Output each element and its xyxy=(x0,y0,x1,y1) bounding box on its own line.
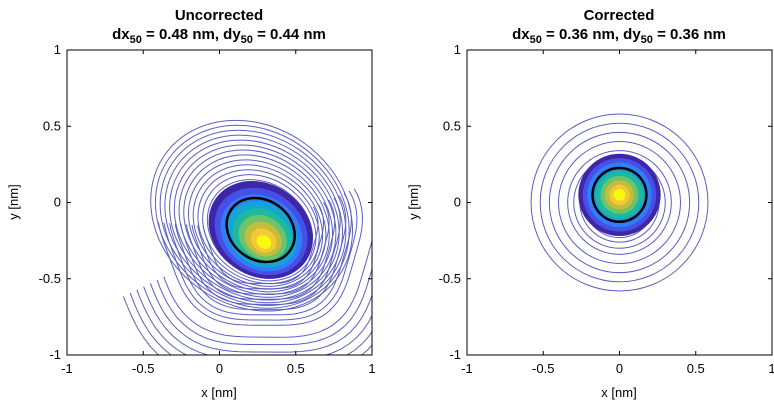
contour-plot-area xyxy=(530,113,709,292)
intensity-core xyxy=(613,189,626,201)
intensity-core xyxy=(256,235,272,249)
y-axis-label: y [nm] xyxy=(6,184,21,219)
y-tick-label: 1 xyxy=(54,42,61,57)
halo-contour xyxy=(173,144,337,298)
x-tick-label: 0 xyxy=(616,361,623,376)
half-max-contour xyxy=(225,196,296,264)
halo-contour xyxy=(197,169,320,285)
halo-contour xyxy=(187,159,327,290)
halo-contour xyxy=(164,134,344,304)
y-tick-label: -0.5 xyxy=(39,271,61,286)
y-tick-label: -1 xyxy=(449,347,461,362)
x-tick-label: -0.5 xyxy=(132,361,154,376)
plot-title-line1: Uncorrected xyxy=(175,7,263,24)
y-tick-label: 0.5 xyxy=(43,118,61,133)
x-tick-label: 1 xyxy=(768,361,774,376)
outer-lobe-contour xyxy=(156,267,372,346)
outer-lobe-contour xyxy=(149,283,372,353)
ring-contour xyxy=(539,122,700,283)
halo-contour xyxy=(159,129,347,307)
y-tick-label: -1 xyxy=(49,347,61,362)
side-lobe-contour xyxy=(157,188,364,326)
outer-lobe-contour xyxy=(143,286,372,355)
panel-uncorrected: Uncorrected dx50 = 0.48 nm, dy50 = 0.44 … xyxy=(6,7,376,400)
outer-lobe-contour xyxy=(163,238,372,338)
x-tick-label: 1 xyxy=(368,361,375,376)
plot-title-line2: dx50 = 0.48 nm, dy50 = 0.44 nm xyxy=(112,26,326,46)
y-tick-label: -0.5 xyxy=(439,271,461,286)
side-lobe-contour xyxy=(163,190,358,321)
halo-contour xyxy=(150,119,354,312)
y-tick-label: 0.5 xyxy=(443,118,461,133)
contour-plot-area xyxy=(122,119,372,355)
halo-contour xyxy=(169,139,340,301)
outer-lobe-contour xyxy=(136,289,372,355)
halo-contour xyxy=(154,124,350,309)
x-tick-label: -1 xyxy=(61,361,73,376)
panel-corrected: Corrected dx50 = 0.36 nm, dy50 = 0.36 nm… xyxy=(406,7,774,400)
ring-contour xyxy=(548,131,691,274)
x-tick-label: -0.5 xyxy=(532,361,554,376)
axis-ticks: -1 -0.5 0 0.5 1 -1 -0.5 0 0.5 1 xyxy=(439,42,774,376)
x-axis-label: x [nm] xyxy=(601,385,636,400)
halo-contour xyxy=(202,174,317,282)
x-tick-label: 0.5 xyxy=(687,361,705,376)
halo-contour xyxy=(192,164,324,287)
y-axis-label: y [nm] xyxy=(406,184,421,219)
axis-ticks: -1 -0.5 0 0.5 1 -1 -0.5 0 0.5 1 xyxy=(39,42,376,376)
y-tick-label: 0 xyxy=(54,195,61,210)
x-axis-label: x [nm] xyxy=(201,385,236,400)
plot-title-line1: Corrected xyxy=(584,7,655,24)
x-tick-label: -1 xyxy=(461,361,473,376)
ring-contour xyxy=(530,113,709,292)
plot-title-line2: dx50 = 0.36 nm, dy50 = 0.36 nm xyxy=(512,26,726,46)
ring-contour xyxy=(558,141,681,264)
y-tick-label: 0 xyxy=(454,195,461,210)
x-tick-label: 0 xyxy=(216,361,223,376)
x-tick-label: 0.5 xyxy=(287,361,305,376)
ring-contour xyxy=(567,150,672,255)
halo-contour xyxy=(183,154,330,293)
half-max-contour xyxy=(591,166,648,224)
y-tick-label: 1 xyxy=(454,42,461,57)
halo-contour xyxy=(178,149,334,296)
